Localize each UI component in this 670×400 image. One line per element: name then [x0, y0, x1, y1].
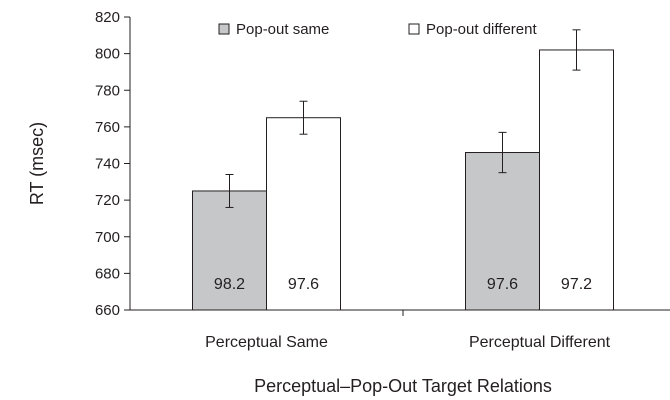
y-tick-label: 720 [95, 192, 120, 209]
legend-swatch [218, 23, 230, 35]
data-label: 97.2 [561, 276, 592, 293]
y-tick-label: 700 [95, 229, 120, 246]
y-tick-label: 800 [95, 46, 120, 63]
legend-swatch [408, 23, 420, 35]
legend-label: Pop-out different [426, 21, 537, 38]
x-axis-title: Perceptual–Pop-Out Target Relations [254, 376, 552, 396]
y-tick-label: 760 [95, 119, 120, 136]
y-tick-label: 740 [95, 156, 120, 173]
bar [192, 190, 267, 311]
y-tick-label: 660 [95, 302, 120, 319]
data-label: 97.6 [288, 276, 319, 293]
legend-label: Pop-out same [236, 21, 329, 38]
x-category-label: Perceptual Same [205, 334, 328, 351]
x-axis: Perceptual Same Perceptual Different [130, 309, 670, 351]
y-tick-label: 680 [95, 265, 120, 282]
bars: 98.2 97.6 97.6 97.2 [192, 29, 614, 311]
x-category-label: Perceptual Different [469, 334, 611, 351]
bar [266, 117, 341, 311]
data-label: 98.2 [214, 276, 245, 293]
bar [539, 49, 614, 311]
y-tick-label: 780 [95, 82, 120, 99]
y-axis: 660 680 700 720 740 760 780 800 820 [95, 9, 131, 319]
legend: Pop-out same Pop-out different [218, 21, 537, 38]
data-label: 97.6 [487, 276, 518, 293]
y-tick-label: 820 [95, 9, 120, 26]
y-axis-title: RT (msec) [27, 122, 47, 205]
